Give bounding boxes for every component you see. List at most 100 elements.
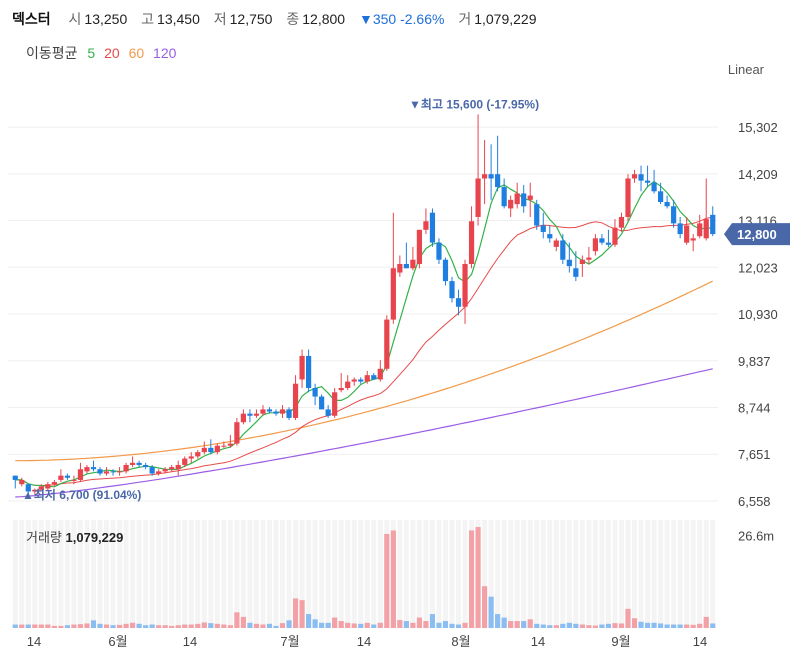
candle-body — [58, 475, 64, 480]
volume-bar — [156, 625, 162, 628]
volume-bar — [631, 618, 638, 628]
candle — [162, 467, 168, 474]
candle-body — [664, 202, 670, 207]
candle-body — [684, 225, 690, 243]
candle — [540, 212, 546, 239]
candle — [221, 441, 227, 448]
change-value: ▼350 -2.66% — [358, 11, 445, 27]
ma-20-label[interactable]: 20 — [104, 45, 120, 61]
candle-body — [240, 413, 247, 423]
volume-column-bg — [221, 520, 227, 628]
volume-column-bg — [240, 520, 246, 628]
candle — [657, 182, 664, 205]
price-tick-label: 14,209 — [738, 167, 778, 182]
volume-bar — [540, 624, 546, 628]
volume-bar — [416, 617, 423, 628]
volume-bar — [12, 624, 18, 628]
volume-bar — [38, 624, 44, 628]
volume-bar — [697, 623, 703, 628]
volume-bar — [260, 624, 266, 628]
price-tick-label: 10,930 — [738, 307, 778, 322]
volume-column-bg — [527, 520, 533, 628]
volume-column-bg — [599, 520, 605, 628]
candle — [468, 206, 475, 269]
volume-column-bg — [618, 520, 624, 628]
candle-body — [175, 464, 181, 470]
volume-column-bg — [149, 520, 155, 628]
volume-bar — [286, 620, 292, 628]
volume-bar — [384, 533, 390, 628]
volume-bar — [475, 526, 481, 628]
ma-60-label[interactable]: 60 — [128, 45, 145, 61]
volume-bar — [266, 623, 273, 628]
volume-bar — [514, 621, 520, 628]
volume-bar — [182, 624, 188, 628]
candle — [455, 289, 462, 316]
candle-body — [123, 464, 129, 472]
candle-body — [221, 445, 227, 447]
candle — [332, 388, 338, 418]
candle-body — [162, 469, 168, 472]
volume-bar — [364, 622, 370, 628]
candle — [449, 276, 455, 303]
candle — [495, 135, 501, 192]
candle — [58, 469, 64, 483]
volume-bar — [612, 623, 618, 628]
candle-body — [90, 467, 97, 470]
volume-column-bg — [697, 520, 703, 628]
volume-column-bg — [143, 520, 149, 628]
price-tick-label: 9,837 — [738, 354, 771, 369]
candle-body — [325, 409, 331, 416]
candle-body — [638, 174, 644, 181]
candle — [247, 409, 253, 423]
volume-column-bg — [306, 520, 312, 628]
current-price-tag-bg — [724, 223, 790, 246]
volume-bar — [651, 622, 657, 628]
candle — [240, 409, 247, 425]
volume-column-bg — [638, 520, 644, 628]
scale-toggle[interactable]: Linear — [727, 62, 764, 77]
volume-column-bg — [77, 520, 83, 628]
volume-bar — [677, 624, 683, 628]
volume-column-bg — [280, 520, 286, 628]
ma-120-line — [15, 368, 713, 498]
candle-body — [77, 469, 84, 480]
volume-bar — [312, 619, 318, 628]
volume-column-bg — [416, 520, 422, 628]
volume-bar — [449, 623, 455, 628]
candle-body — [319, 396, 325, 410]
volume-bar — [455, 624, 462, 628]
ma-5-label[interactable]: 5 — [87, 45, 96, 61]
candle-body — [377, 368, 383, 380]
candle-body — [599, 238, 605, 243]
volume-column-bg — [397, 520, 403, 628]
candle — [547, 225, 553, 243]
volume-title: 거래량 1,079,229 — [26, 527, 123, 546]
candle-body — [586, 257, 592, 260]
candle — [136, 460, 142, 468]
volume-column-bg — [547, 520, 553, 628]
candle — [286, 407, 292, 421]
current-price-value: 12,800 — [737, 227, 777, 242]
volume-bar — [579, 624, 585, 628]
candle — [710, 206, 716, 237]
candle — [279, 405, 286, 418]
candle — [651, 169, 657, 194]
volume-bar — [143, 625, 149, 628]
ma-120-label[interactable]: 120 — [153, 45, 177, 61]
candle-body — [103, 471, 110, 474]
volume-bar — [71, 624, 77, 628]
volume-column-bg — [19, 520, 25, 628]
moving-average-legend[interactable]: 이동평균 5 20 60 120 — [26, 43, 181, 63]
candle — [462, 259, 468, 324]
candle-body — [579, 259, 585, 264]
x-tick-label: 14 — [183, 634, 197, 649]
low-label: 저 — [213, 11, 227, 27]
candle — [416, 229, 423, 269]
candle-body — [32, 489, 38, 492]
volume-column-bg — [403, 520, 409, 628]
candle — [358, 377, 364, 384]
volume-column-bg — [508, 520, 514, 628]
candle — [19, 477, 25, 487]
